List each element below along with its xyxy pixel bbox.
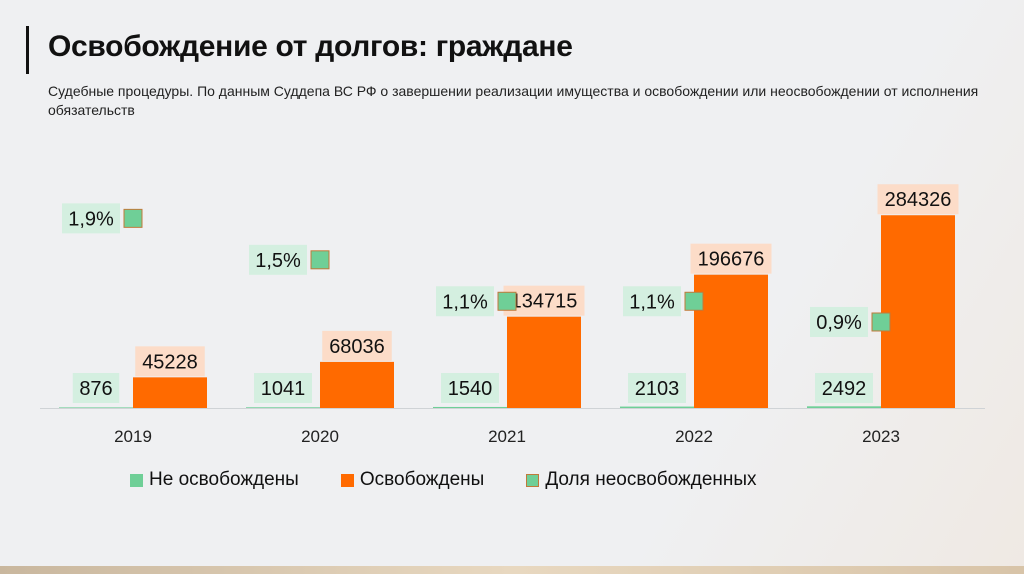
data-label-released-2019-bg: [135, 346, 205, 377]
bar-released-2019: [133, 377, 207, 408]
marker-share-2022: [684, 291, 704, 311]
x-tick-label-2023: 2023: [862, 427, 900, 446]
data-label-share-2021: 1,1%: [442, 291, 488, 313]
legend-label: Доля неосвобожденных: [545, 469, 757, 490]
bar-not-released-2020: [246, 407, 320, 408]
data-label-share-2020: 1,5%: [255, 250, 301, 272]
legend-item-released: Освобождены: [340, 469, 485, 491]
bar-released-2022: [694, 274, 768, 408]
data-label-not-released-2021-bg: [441, 373, 499, 403]
marker-share-2019: [123, 208, 143, 228]
data-label-released-2020-bg: [322, 330, 392, 361]
legend-swatch-marker-icon: [526, 473, 540, 487]
data-label-share-2023-bg: [810, 306, 868, 337]
marker-share-2023: [871, 312, 891, 332]
page-title: Освобождение от долгов: граждане: [48, 30, 573, 63]
data-label-not-released-2022-bg: [628, 373, 686, 403]
data-label-released-2021-bg: [503, 285, 585, 316]
legend-label: Освобождены: [359, 469, 485, 490]
x-tick-label-2022: 2022: [675, 427, 713, 446]
data-label-share-2019-bg: [62, 203, 120, 234]
data-label-not-released-2019-bg: [72, 373, 120, 403]
bar-released-2023: [881, 215, 955, 408]
data-label-released-2020: 68036: [329, 336, 385, 358]
data-label-share-2022: 1,1%: [629, 291, 675, 313]
data-label-not-released-2022: 2103: [635, 378, 680, 400]
legend-label: Не освобождены: [149, 469, 299, 490]
x-tick-label-2021: 2021: [488, 427, 526, 446]
data-label-not-released-2020: 1041: [261, 378, 306, 400]
bar-not-released-2023: [807, 406, 881, 408]
bar-released-2021: [507, 316, 581, 408]
data-label-released-2022-bg: [690, 243, 772, 274]
data-label-released-2021: 134715: [511, 291, 578, 313]
legend-item-share: Доля неосвобожденных: [526, 469, 757, 491]
x-tick-label-2020: 2020: [301, 427, 339, 446]
legend-item-not-released: Не освобождены: [130, 469, 299, 491]
marker-share-2020: [310, 250, 330, 270]
data-label-released-2019: 45228: [142, 351, 198, 373]
data-label-share-2023: 0,9%: [816, 312, 862, 334]
title-accent-line: [26, 26, 29, 74]
data-label-share-2020-bg: [249, 244, 307, 275]
footer-decoration: [0, 566, 1024, 574]
legend: Не освобождены Освобождены Доля неосвобо…: [130, 469, 757, 491]
bar-released-2020: [320, 361, 394, 408]
data-label-released-2023-bg: [877, 184, 959, 215]
data-label-not-released-2023: 2492: [822, 378, 867, 400]
data-label-share-2022-bg: [623, 286, 681, 317]
data-label-not-released-2019: 876: [79, 378, 112, 400]
data-label-share-2019: 1,9%: [68, 208, 114, 230]
data-label-not-released-2023-bg: [815, 373, 873, 403]
x-tick-label-2019: 2019: [114, 427, 152, 446]
page-subtitle: Судебные процедуры. По данным Суддепа ВС…: [48, 83, 979, 118]
data-label-released-2023: 284326: [885, 189, 952, 211]
bar-not-released-2021: [433, 406, 507, 408]
data-label-not-released-2021: 1540: [448, 378, 493, 400]
bar-not-released-2022: [620, 406, 694, 408]
data-label-not-released-2020-bg: [254, 373, 312, 403]
data-label-share-2021-bg: [436, 286, 494, 317]
legend-swatch-orange-icon: [340, 473, 354, 487]
legend-swatch-green-icon: [130, 473, 143, 487]
bar-not-released-2019: [59, 407, 133, 408]
marker-share-2021: [497, 291, 517, 311]
data-label-released-2022: 196676: [698, 249, 765, 271]
